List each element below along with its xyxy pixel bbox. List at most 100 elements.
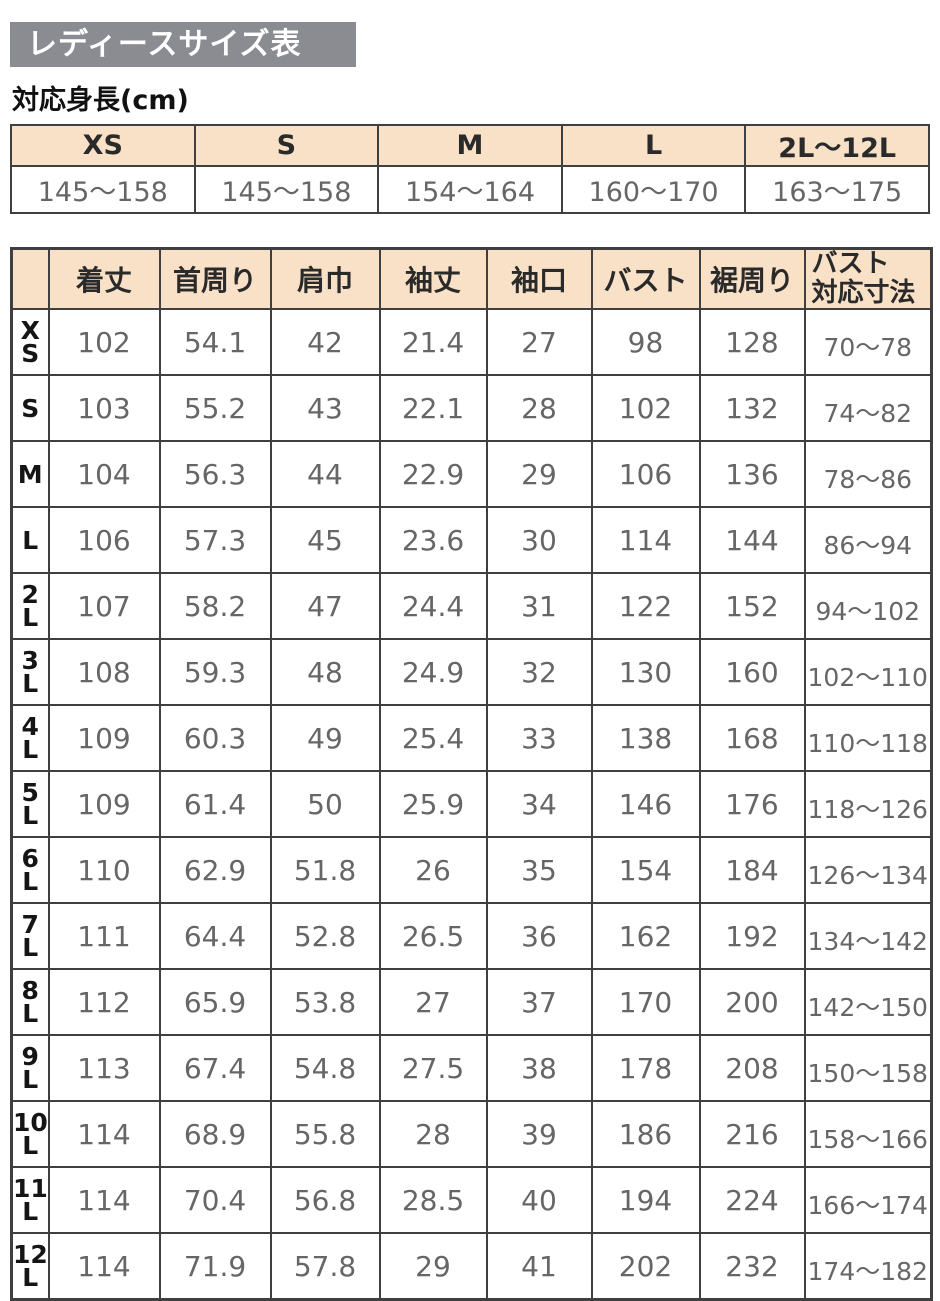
measurement-cell: 71.9: [158, 1232, 272, 1301]
measurement-cell: 54.1: [158, 308, 272, 377]
row-label: X S: [10, 308, 50, 377]
measurement-cell: 27: [378, 968, 488, 1037]
measurement-cell: 184: [698, 836, 806, 905]
measurement-cell: 68.9: [158, 1100, 272, 1169]
measurement-cell: 42: [269, 308, 381, 377]
measurement-cell: 150〜158: [803, 1034, 933, 1103]
column-header: 首周り: [158, 247, 272, 311]
measurement-cell: 178: [590, 1034, 701, 1103]
measurement-cell: 56.8: [269, 1166, 381, 1235]
measurement-cell: 29: [485, 440, 593, 509]
table-row: 12 L 114 71.9 57.8 29 41 202 232 174〜182: [10, 1232, 933, 1301]
measurement-cell: 47: [269, 572, 381, 641]
measurement-cell: 62.9: [158, 836, 272, 905]
measurement-cell: 25.4: [378, 704, 488, 773]
measurement-cell: 94〜102: [803, 572, 933, 641]
measurement-cell: 106: [590, 440, 701, 509]
table-row: 7 L 111 64.4 52.8 26.5 36 162 192 134〜142: [10, 902, 933, 971]
height-table-value-row: 145〜158 145〜158 154〜164 160〜170 163〜175: [10, 165, 930, 214]
measurement-cell: 41: [485, 1232, 593, 1301]
measurement-cell: 27.5: [378, 1034, 488, 1103]
measurement-cell: 57.8: [269, 1232, 381, 1301]
measurement-cell: 25.9: [378, 770, 488, 839]
row-label: 10 L: [10, 1100, 50, 1169]
measurement-cell: 29: [378, 1232, 488, 1301]
measurement-cell: 114: [590, 506, 701, 575]
measurement-cell: 35: [485, 836, 593, 905]
measurement-cell: 174〜182: [803, 1232, 933, 1301]
measurement-cell: 24.9: [378, 638, 488, 707]
measurement-cell: 108: [47, 638, 161, 707]
measurement-cell: 208: [698, 1034, 806, 1103]
height-table-header-row: XS S M L 2L〜12L: [10, 124, 930, 167]
measurement-cell: 45: [269, 506, 381, 575]
measurement-cell: 58.2: [158, 572, 272, 641]
measurement-cell: 21.4: [378, 308, 488, 377]
measurement-cell: 70.4: [158, 1166, 272, 1235]
measurement-cell: 102: [47, 308, 161, 377]
column-header: 肩巾: [269, 247, 381, 311]
measurement-cell: 53.8: [269, 968, 381, 1037]
measurement-cell: 57.3: [158, 506, 272, 575]
measurement-cell: 118〜126: [803, 770, 933, 839]
table-row: 4 L 109 60.3 49 25.4 33 138 168 110〜118: [10, 704, 933, 773]
table-row: 10 L 114 68.9 55.8 28 39 186 216 158〜166: [10, 1100, 933, 1169]
measurement-cell: 28: [485, 374, 593, 443]
height-section-heading: 対応身長(cm): [12, 85, 189, 116]
row-label: 8 L: [10, 968, 50, 1037]
height-size-header: XS: [10, 124, 196, 167]
height-size-header: M: [377, 124, 563, 167]
page-title: レディースサイズ表: [10, 22, 356, 67]
measurement-cell: 48: [269, 638, 381, 707]
row-label: 9 L: [10, 1034, 50, 1103]
measurement-cell: 37: [485, 968, 593, 1037]
measurement-cell: 109: [47, 704, 161, 773]
measurement-cell: 33: [485, 704, 593, 773]
measurement-cell: 224: [698, 1166, 806, 1235]
column-header: 裾周り: [698, 247, 806, 311]
column-header: バスト 対応寸法: [803, 247, 933, 311]
measurement-cell: 104: [47, 440, 161, 509]
measurement-cell: 51.8: [269, 836, 381, 905]
row-label: 7 L: [10, 902, 50, 971]
measurement-cell: 98: [590, 308, 701, 377]
measurement-cell: 138: [590, 704, 701, 773]
measurement-cell: 56.3: [158, 440, 272, 509]
measurement-cell: 168: [698, 704, 806, 773]
measurement-cell: 22.1: [378, 374, 488, 443]
measurement-cell: 111: [47, 902, 161, 971]
measurement-cell: 176: [698, 770, 806, 839]
row-label: 6 L: [10, 836, 50, 905]
measurement-cell: 44: [269, 440, 381, 509]
table-row: S 103 55.2 43 22.1 28 102 132 74〜82: [10, 374, 933, 443]
table-row: 11 L 114 70.4 56.8 28.5 40 194 224 166〜174: [10, 1166, 933, 1235]
table-row: 6 L 110 62.9 51.8 26 35 154 184 126〜134: [10, 836, 933, 905]
measurement-cell: 52.8: [269, 902, 381, 971]
measurement-cell: 152: [698, 572, 806, 641]
size-table-header-row: 着丈 首周り 肩巾 袖丈 袖口 バスト 裾周り バスト 対応寸法: [10, 247, 933, 311]
table-row: 2 L 107 58.2 47 24.4 31 122 152 94〜102: [10, 572, 933, 641]
measurement-cell: 50: [269, 770, 381, 839]
height-range-cell: 154〜164: [377, 165, 563, 214]
measurement-cell: 28: [378, 1100, 488, 1169]
measurement-cell: 170: [590, 968, 701, 1037]
measurement-cell: 136: [698, 440, 806, 509]
height-range-cell: 160〜170: [560, 165, 747, 214]
column-header: 袖口: [485, 247, 593, 311]
measurement-cell: 158〜166: [803, 1100, 933, 1169]
measurement-cell: 132: [698, 374, 806, 443]
measurement-cell: 59.3: [158, 638, 272, 707]
measurement-cell: 114: [47, 1232, 161, 1301]
measurement-cell: 39: [485, 1100, 593, 1169]
measurement-cell: 126〜134: [803, 836, 933, 905]
measurement-cell: 103: [47, 374, 161, 443]
column-header: バスト: [590, 247, 701, 311]
row-label: 12 L: [10, 1232, 50, 1301]
row-label: M: [10, 440, 50, 509]
measurement-cell: 26.5: [378, 902, 488, 971]
measurement-cell: 113: [47, 1034, 161, 1103]
measurement-cell: 110: [47, 836, 161, 905]
measurement-cell: 26: [378, 836, 488, 905]
measurement-cell: 128: [698, 308, 806, 377]
measurement-cell: 194: [590, 1166, 701, 1235]
